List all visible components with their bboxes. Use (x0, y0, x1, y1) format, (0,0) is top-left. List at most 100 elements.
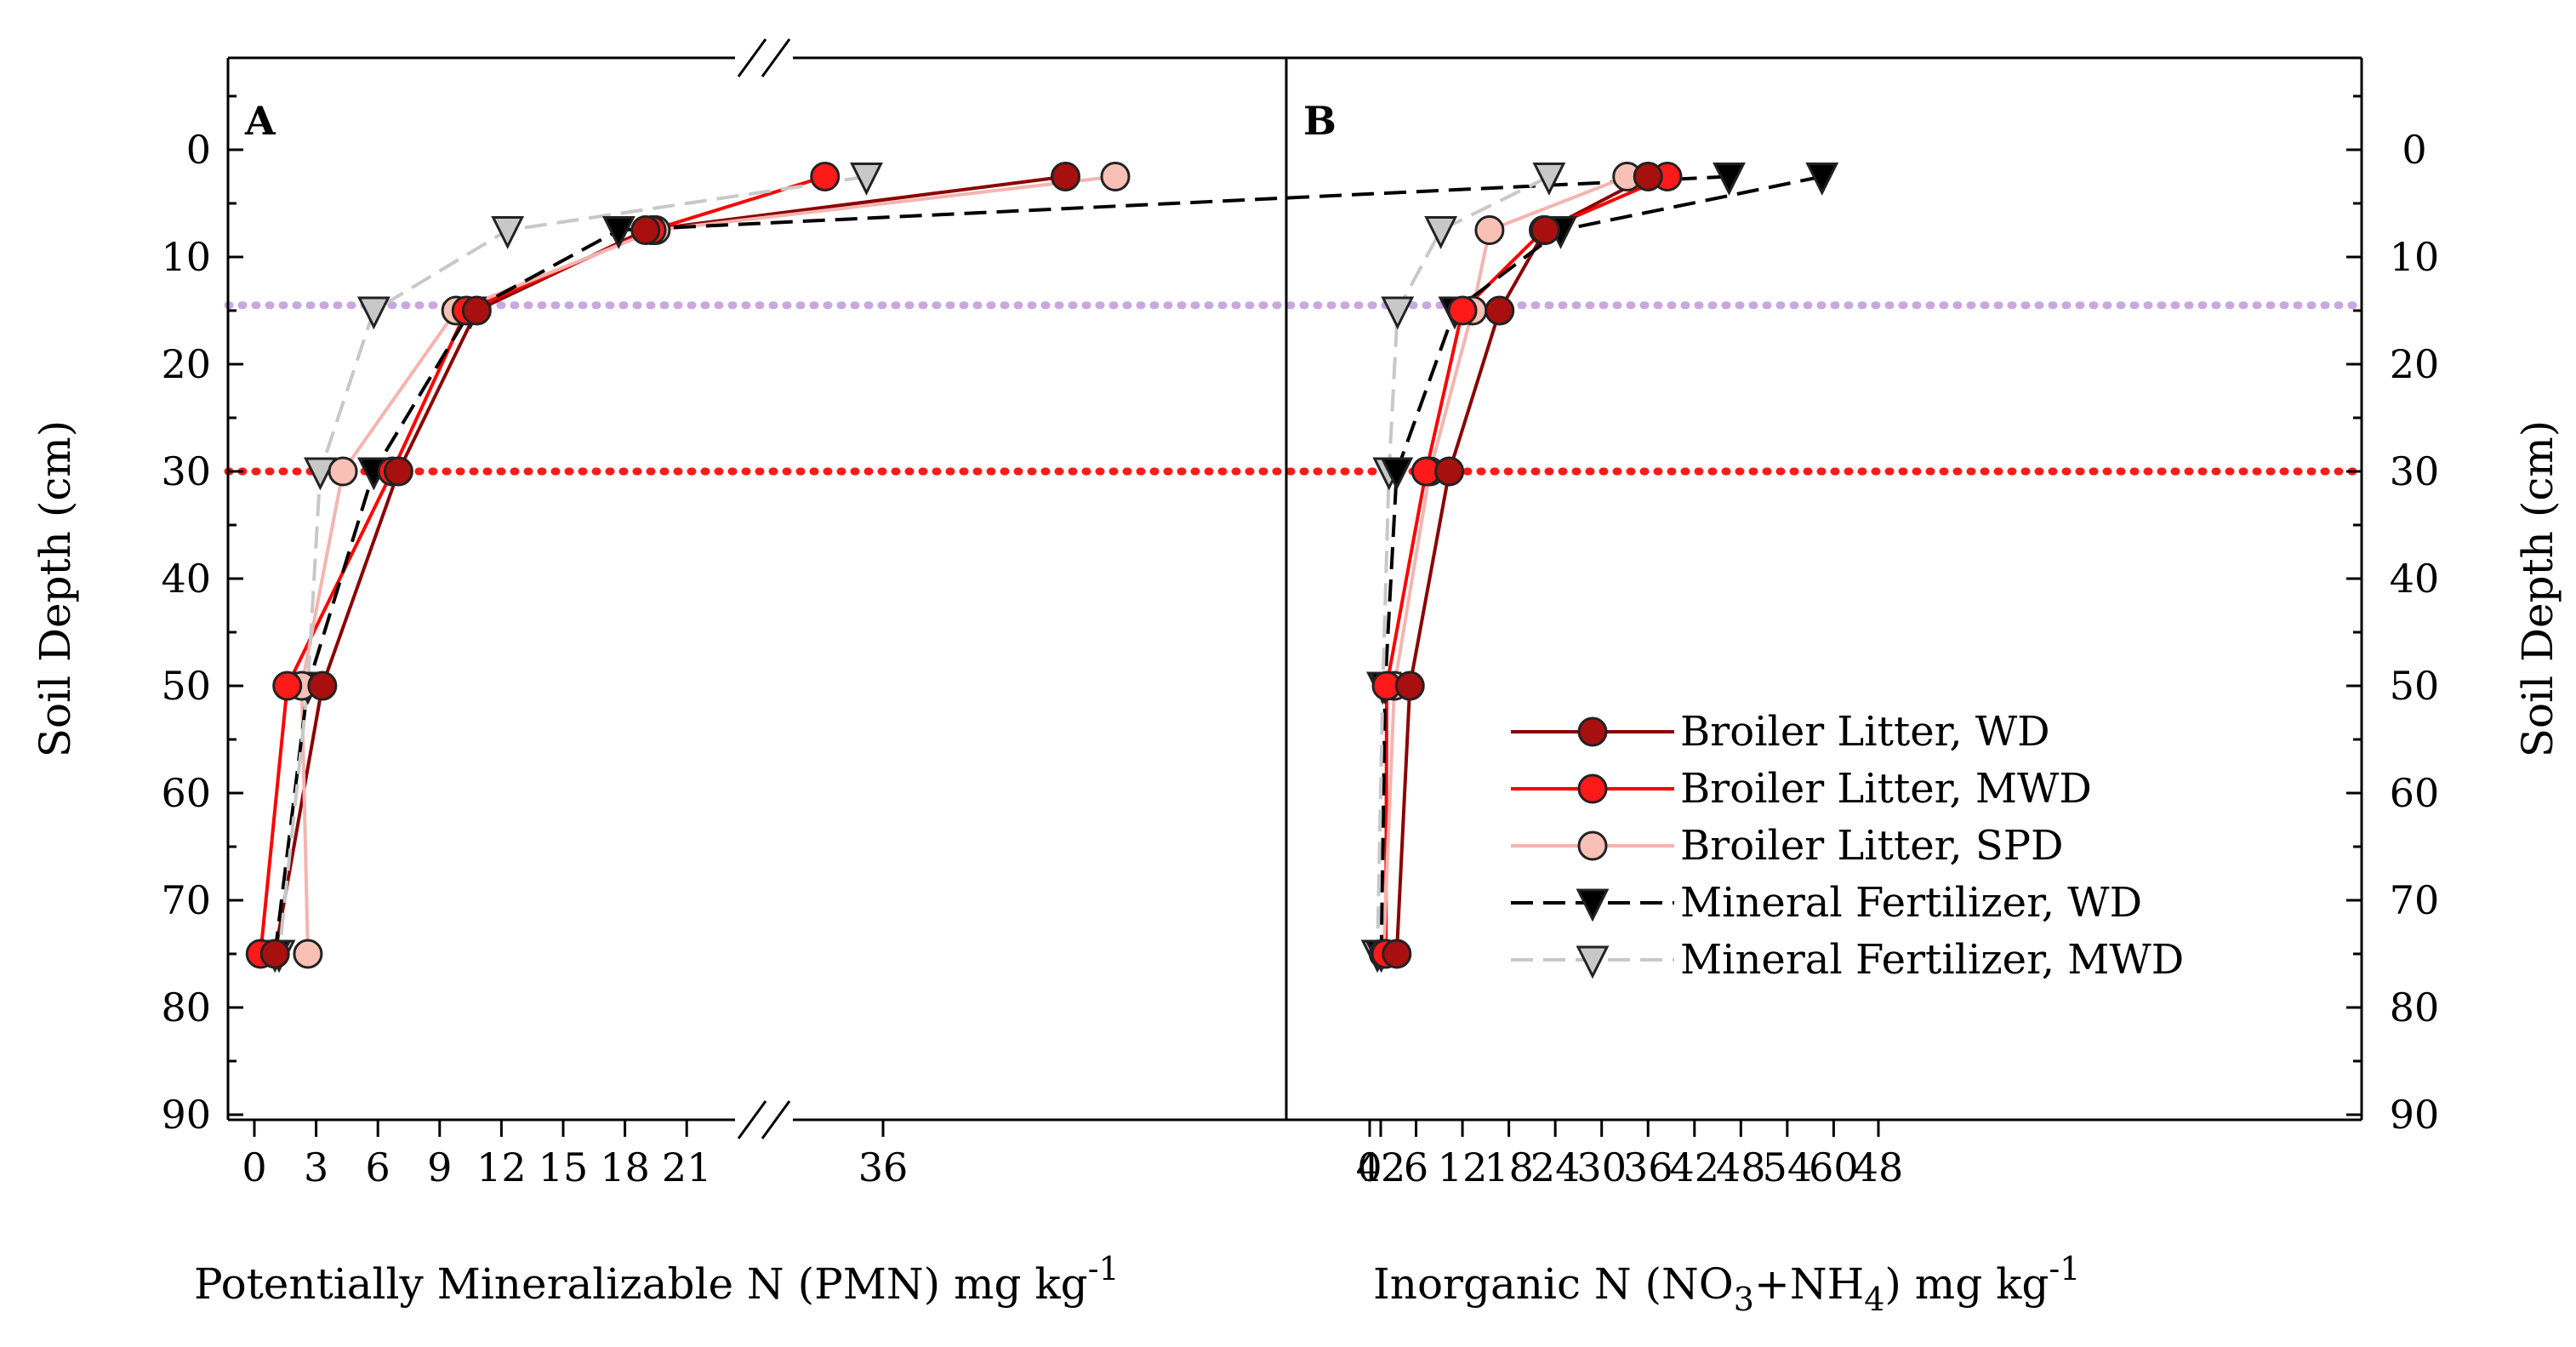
panel-b-series-5-point (1532, 163, 1566, 196)
panel-a-series-4-point (601, 216, 635, 249)
x-tick-label: 42 (1356, 1144, 1406, 1190)
panel-b-line-1 (1394, 174, 1650, 955)
legend-label-3: Broiler Litter, SPD (1680, 822, 2064, 870)
panel-b-series-3-point (1474, 215, 1505, 245)
x-tick-label: 6 (366, 1144, 390, 1190)
panel-label-b: B (1303, 98, 1336, 144)
legend-marker-1 (1577, 716, 1608, 747)
panel-b-line-5 (1376, 174, 1550, 955)
y-tick-label: 0 (2402, 127, 2426, 173)
panel-a-line-5 (277, 174, 867, 955)
panel-a-series-3-point (328, 456, 358, 487)
x-tick-label: 48 (1716, 1144, 1766, 1190)
x-axis-title-a: Potentially Mineralizable N (PMN) mg kg-… (194, 1250, 1120, 1309)
y-tick-label: 40 (2390, 556, 2440, 602)
reference-lines (224, 301, 2366, 476)
panel-a-series-1-point (307, 671, 338, 701)
panel-a-series-1-point (259, 939, 290, 969)
y-tick-label: 50 (2390, 663, 2440, 709)
panel-a-series-3-point (293, 939, 323, 969)
panel-b-series-1-point (1530, 215, 1560, 245)
legend-label-2: Broiler Litter, MWD (1680, 765, 2092, 813)
axis-break-mark (737, 38, 767, 77)
x-tick-label: 3 (304, 1144, 328, 1190)
y-tick-label: 20 (161, 341, 211, 387)
y-tick-label: 10 (2390, 234, 2440, 280)
panel-a-series-1-point (461, 295, 492, 326)
x-tick-label: 0 (242, 1144, 266, 1190)
x-tick-label: 48 (1854, 1144, 1904, 1190)
legend-marker-5 (1576, 945, 1610, 979)
panel-a-series-5-point (850, 163, 883, 196)
axis-break-mark (761, 1100, 791, 1139)
panel-a-series-5-point (356, 296, 390, 330)
x-tick-label: 18 (600, 1144, 650, 1190)
x-tick-label: 9 (427, 1144, 452, 1190)
panel-b-series-5-point (1424, 216, 1458, 249)
x-tick-label: 21 (662, 1144, 712, 1190)
y-tick-label: 60 (2390, 770, 2440, 816)
panel-b-series-1-point (1485, 295, 1515, 326)
y-tick-label: 20 (2390, 341, 2440, 387)
y-tick-label: 80 (2390, 985, 2440, 1030)
panel-a-series-3-point (1100, 162, 1131, 191)
axis-titles: A B Soil Depth (cm) Soil Depth (cm) Potentia… (31, 98, 2562, 1318)
legend-label-5: Mineral Fertilizer, MWD (1680, 936, 2184, 984)
panel-a-series-2-point (272, 671, 303, 701)
panel-b-line-2 (1384, 174, 1668, 955)
panel-b-series-1-point (1394, 671, 1425, 701)
y-tick-label: 40 (161, 556, 211, 602)
y-tick-label: 30 (2390, 448, 2440, 494)
panel-a-series-5-point (304, 457, 337, 491)
y-tick-label: 90 (2390, 1092, 2440, 1138)
axis-break-mark (761, 38, 791, 77)
panel-b-line-4 (1379, 174, 1823, 955)
x-tick-label: 12 (476, 1144, 527, 1190)
x-tick-label: 6 (1404, 1144, 1428, 1190)
x-tick-label: 60 (1809, 1144, 1859, 1190)
panel-b-series-4-point (1380, 457, 1414, 491)
x-axis-title-b-part-2: 4 (1864, 1281, 1884, 1318)
panel-b-series-1-point (1633, 162, 1663, 191)
panel-b-series (1360, 162, 1839, 973)
panel-a-series-1-point (383, 456, 413, 487)
panel-a-line-2 (259, 174, 826, 955)
panel-a-series-2-point (810, 162, 841, 191)
y-axis-title-right: Soil Depth (cm) (2513, 420, 2562, 758)
y-tick-label: 30 (161, 448, 211, 494)
y-tick-label: 70 (2390, 877, 2440, 923)
panel-a-series-1-point (630, 215, 661, 245)
panel-b-series-1-point (1434, 456, 1465, 487)
x-axis-title-b: Inorganic N (NO3+NH4) mg kg-1 (1373, 1250, 2080, 1318)
x-axis-title-b-part-1: +NH (1754, 1259, 1864, 1309)
panel-b-series-2-point (1447, 295, 1478, 326)
legend-marker-4 (1576, 888, 1610, 922)
legend-label-4: Mineral Fertilizer, WD (1680, 879, 2142, 927)
x-tick-label: 24 (1530, 1144, 1581, 1190)
panel-a-line-3 (299, 174, 1116, 955)
y-tick-label: 70 (161, 877, 211, 923)
x-tick-label: 54 (1763, 1144, 1813, 1190)
y-tick-label: 60 (161, 770, 211, 816)
y-tick-label: 80 (161, 985, 211, 1030)
panel-label-a: A (244, 98, 276, 144)
x-tick-label: 12 (1438, 1144, 1488, 1190)
x-axis-title-b-part-4: -1 (2049, 1250, 2080, 1287)
axis-break-mark (737, 1100, 767, 1139)
x-tick-label: 36 (1623, 1144, 1673, 1190)
panel-a-series (245, 162, 1746, 973)
panel-b-line-3 (1382, 174, 1628, 955)
panel-a-series-1-point (1051, 162, 1080, 191)
x-tick-label: 0 (1357, 1144, 1382, 1190)
panel-a-line-1 (273, 174, 1066, 955)
x-tick-label: 36 (858, 1144, 909, 1190)
panel-a-line-4 (273, 174, 1730, 955)
legend: Broiler Litter, WD Broiler Litter, MWD Bro… (1511, 708, 2184, 984)
x-axis-title-b-part-0: 3 (1734, 1281, 1754, 1318)
panel-b-series-5-point (1381, 296, 1415, 330)
panel-b-series-1-point (1382, 939, 1412, 969)
legend-label-1: Broiler Litter, WD (1680, 708, 2050, 756)
y-tick-label: 10 (161, 234, 211, 280)
